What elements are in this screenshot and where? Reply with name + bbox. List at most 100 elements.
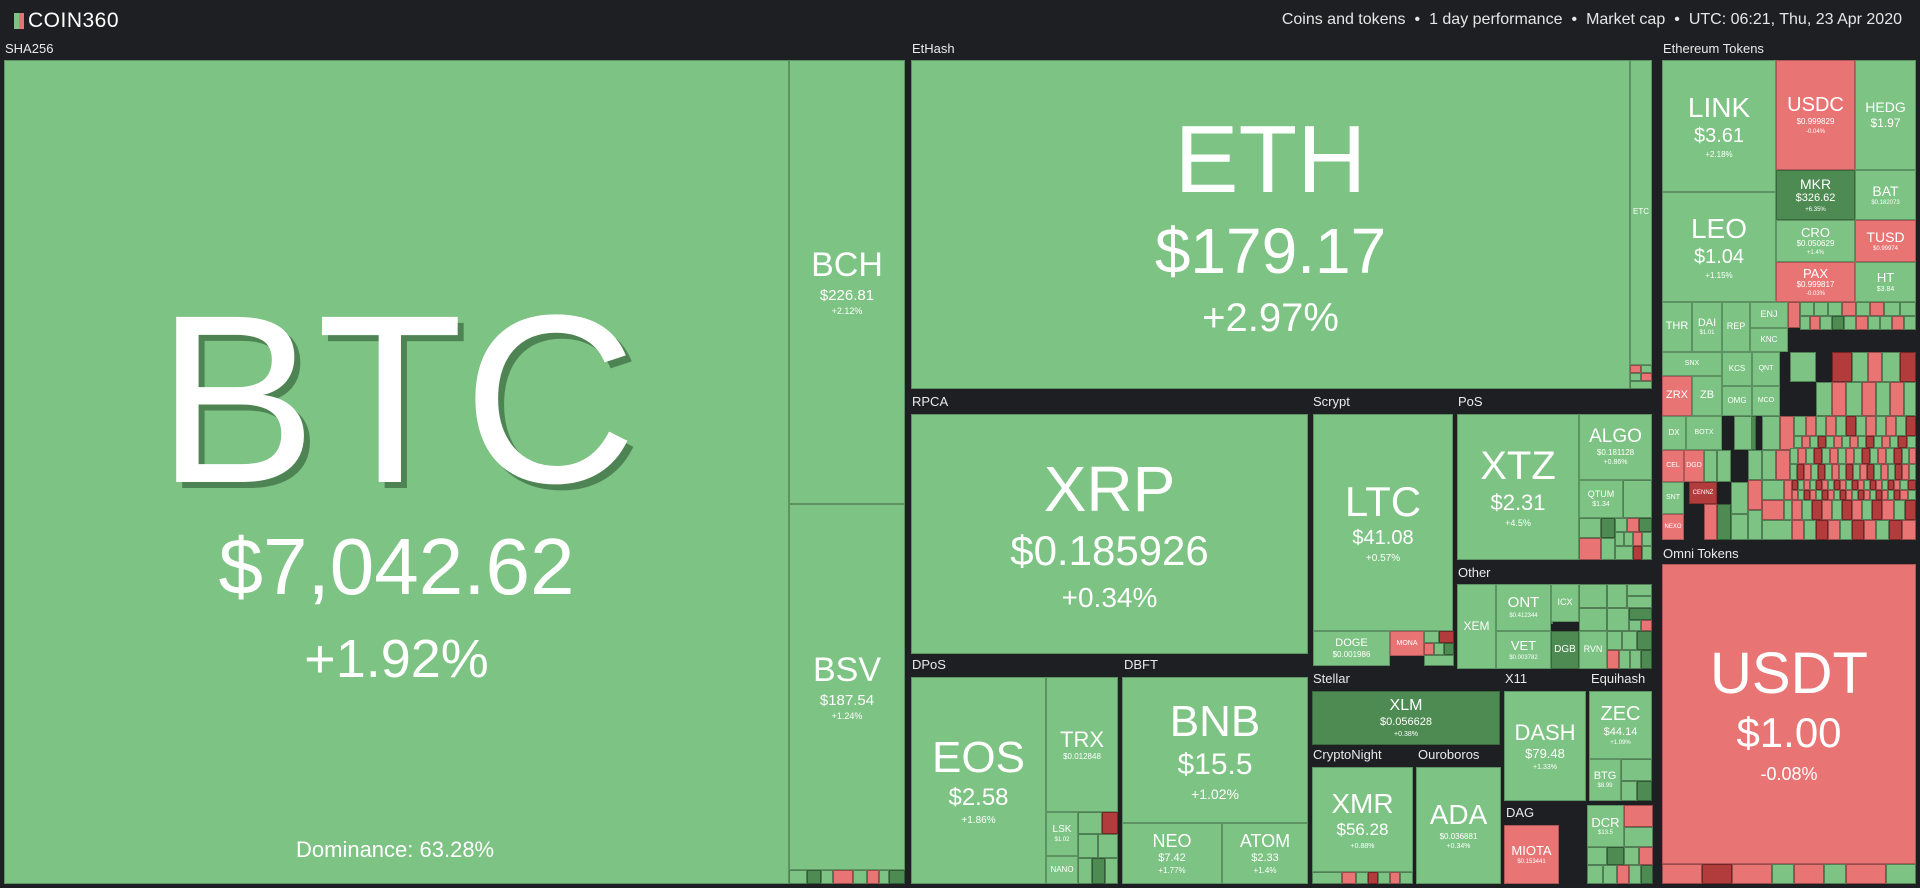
filter-coins-tokens[interactable]: Coins and tokens — [1281, 11, 1406, 28]
tile-dgd[interactable]: DGD — [1684, 450, 1704, 482]
tile-mona[interactable]: MONA — [1390, 631, 1424, 656]
tile-miota[interactable]: MIOTA $0.153441 — [1504, 825, 1559, 884]
small-coin-tile[interactable] — [1627, 584, 1652, 596]
small-coin-tile[interactable] — [1731, 482, 1748, 514]
small-coin-tile[interactable] — [1824, 864, 1846, 884]
small-coin-tile[interactable] — [1826, 436, 1834, 448]
small-coin-tile[interactable] — [1579, 584, 1607, 608]
small-coin-tile[interactable] — [1356, 872, 1368, 884]
tile-snx[interactable]: SNX — [1662, 352, 1722, 376]
small-coin-tile[interactable] — [1762, 480, 1784, 500]
tile-dai[interactable]: DAI $1.01 — [1692, 302, 1722, 352]
small-coin-tile[interactable] — [1816, 520, 1828, 540]
small-coin-tile[interactable] — [1882, 500, 1894, 520]
small-coin-tile[interactable] — [1816, 416, 1826, 436]
tile-ont[interactable]: ONT $0.412344 — [1496, 584, 1551, 631]
tile-bnb[interactable]: BNB $15.5 +1.02% — [1122, 677, 1308, 823]
small-coin-tile[interactable] — [1902, 448, 1909, 464]
small-coin-tile[interactable] — [1798, 480, 1804, 490]
small-coin-tile[interactable] — [1864, 490, 1870, 500]
small-coin-tile[interactable] — [1630, 381, 1652, 389]
small-coin-tile[interactable] — [1820, 316, 1832, 330]
small-coin-tile[interactable] — [1424, 643, 1434, 655]
small-coin-tile[interactable] — [1870, 490, 1876, 500]
small-coin-tile[interactable] — [1886, 416, 1896, 436]
small-coin-tile[interactable] — [1603, 865, 1617, 884]
small-coin-tile[interactable] — [1900, 302, 1916, 316]
small-coin-tile[interactable] — [1444, 643, 1454, 655]
small-coin-tile[interactable] — [1894, 448, 1902, 464]
small-coin-tile[interactable] — [1731, 514, 1748, 540]
small-coin-tile[interactable] — [1832, 464, 1839, 480]
small-coin-tile[interactable] — [1806, 416, 1816, 436]
small-coin-tile[interactable] — [1904, 316, 1916, 330]
small-coin-tile[interactable] — [1888, 464, 1895, 480]
small-coin-tile[interactable] — [1798, 448, 1806, 464]
small-coin-tile[interactable] — [1368, 872, 1378, 884]
small-coin-tile[interactable] — [1816, 490, 1822, 500]
small-coin-tile[interactable] — [1828, 480, 1834, 490]
small-coin-tile[interactable] — [1762, 416, 1780, 450]
small-coin-tile[interactable] — [1804, 480, 1810, 490]
small-coin-tile[interactable] — [1839, 464, 1846, 480]
small-coin-tile[interactable] — [853, 870, 867, 884]
small-coin-tile[interactable] — [1078, 858, 1092, 884]
tile-ltc[interactable]: LTC $41.08 +0.57% — [1313, 414, 1453, 631]
small-coin-tile[interactable] — [1342, 872, 1356, 884]
small-coin-tile[interactable] — [1702, 864, 1732, 884]
small-coin-tile[interactable] — [1641, 365, 1652, 373]
small-coin-tile[interactable] — [1790, 464, 1797, 480]
small-coin-tile[interactable] — [1551, 622, 1553, 624]
tile-bat[interactable]: BAT $0.182073 — [1855, 170, 1916, 220]
small-coin-tile[interactable] — [1894, 500, 1905, 520]
small-coin-tile[interactable] — [1882, 352, 1900, 382]
tile-thr[interactable]: THR — [1662, 302, 1692, 352]
small-coin-tile[interactable] — [1627, 596, 1652, 608]
small-coin-tile[interactable] — [1814, 302, 1828, 316]
small-coin-tile[interactable] — [1870, 480, 1876, 490]
tile-leo[interactable]: LEO $1.04 +1.15% — [1662, 192, 1776, 302]
small-coin-tile[interactable] — [1889, 520, 1902, 540]
small-coin-tile[interactable] — [1630, 650, 1641, 669]
small-coin-tile[interactable] — [1868, 352, 1882, 382]
small-coin-tile[interactable] — [1876, 490, 1882, 500]
small-coin-tile[interactable] — [821, 870, 833, 884]
small-coin-tile[interactable] — [1842, 302, 1856, 316]
small-coin-tile[interactable] — [1874, 464, 1881, 480]
small-coin-tile[interactable] — [1641, 865, 1653, 884]
small-coin-tile[interactable] — [1810, 480, 1816, 490]
small-coin-tile[interactable] — [1607, 631, 1622, 650]
small-coin-tile[interactable] — [1834, 480, 1840, 490]
small-coin-tile[interactable] — [1792, 480, 1798, 490]
tile-knc[interactable]: KNC — [1750, 328, 1788, 352]
small-coin-tile[interactable] — [1790, 448, 1798, 464]
small-coin-tile[interactable] — [879, 870, 889, 884]
small-coin-tile[interactable] — [1864, 520, 1876, 540]
small-coin-tile[interactable] — [1864, 480, 1870, 490]
small-coin-tile[interactable] — [1639, 518, 1652, 532]
small-coin-tile[interactable] — [1607, 584, 1627, 608]
small-coin-tile[interactable] — [1888, 480, 1894, 490]
tile-neo[interactable]: NEO $7.42 +1.77% — [1122, 823, 1222, 884]
small-coin-tile[interactable] — [1717, 504, 1731, 540]
small-coin-tile[interactable] — [1884, 302, 1900, 316]
small-coin-tile[interactable] — [1876, 382, 1890, 416]
tile-cennz[interactable]: CENNZ — [1689, 482, 1717, 504]
small-coin-tile[interactable] — [1856, 416, 1866, 436]
small-coin-tile[interactable] — [1862, 382, 1876, 416]
small-coin-tile[interactable] — [1629, 608, 1652, 620]
small-coin-tile[interactable] — [1717, 450, 1731, 482]
small-coin-tile[interactable] — [1898, 436, 1907, 448]
small-coin-tile[interactable] — [807, 870, 821, 884]
small-coin-tile[interactable] — [1832, 500, 1842, 520]
small-coin-tile[interactable] — [1840, 490, 1846, 500]
small-coin-tile[interactable] — [1838, 448, 1846, 464]
small-coin-tile[interactable] — [1862, 500, 1872, 520]
small-coin-tile[interactable] — [1902, 464, 1909, 480]
small-coin-tile[interactable] — [1894, 480, 1900, 490]
small-coin-tile[interactable] — [1846, 490, 1852, 500]
small-coin-tile[interactable] — [1892, 316, 1904, 330]
small-coin-tile[interactable] — [1078, 834, 1098, 858]
tile-xrp[interactable]: XRP $0.185926 +0.34% — [911, 414, 1308, 654]
small-coin-tile[interactable] — [1832, 316, 1844, 330]
